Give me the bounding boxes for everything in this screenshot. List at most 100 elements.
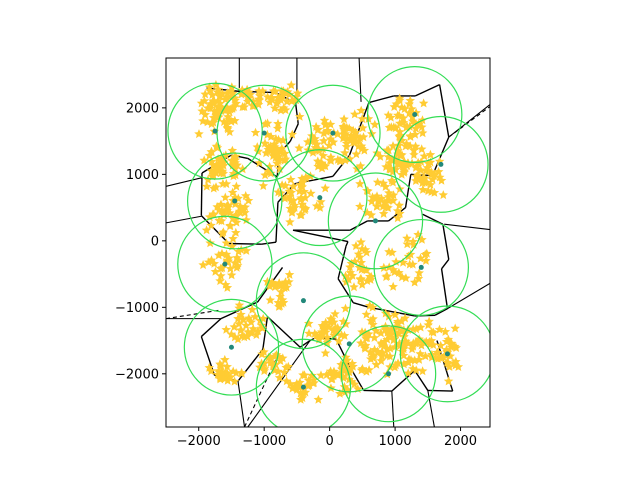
data-point bbox=[206, 166, 217, 176]
data-point bbox=[386, 324, 397, 334]
data-point bbox=[288, 195, 299, 205]
data-point bbox=[259, 363, 270, 373]
voronoi-edge bbox=[200, 336, 216, 376]
data-point bbox=[297, 393, 308, 403]
data-point bbox=[345, 267, 356, 277]
data-point bbox=[220, 192, 231, 202]
data-point bbox=[445, 351, 455, 361]
data-point bbox=[295, 111, 305, 121]
y-tick-label: −2000 bbox=[115, 367, 159, 382]
data-point bbox=[287, 206, 297, 216]
data-point bbox=[229, 376, 240, 386]
data-point bbox=[241, 88, 252, 98]
data-point bbox=[222, 88, 233, 98]
data-point bbox=[341, 277, 351, 287]
data-point bbox=[280, 148, 290, 158]
voronoi-infinite-ray bbox=[166, 309, 222, 320]
data-point bbox=[384, 163, 395, 173]
data-point bbox=[300, 387, 311, 397]
voronoi-edge bbox=[404, 174, 412, 208]
data-point bbox=[354, 262, 365, 272]
data-point bbox=[435, 340, 446, 350]
data-point bbox=[319, 115, 330, 125]
voronoi-edge bbox=[442, 224, 450, 260]
data-point bbox=[274, 372, 285, 382]
data-point bbox=[351, 149, 362, 159]
data-point bbox=[272, 123, 283, 133]
data-point bbox=[238, 314, 248, 324]
data-point bbox=[327, 374, 338, 384]
data-point bbox=[361, 366, 372, 376]
data-point bbox=[291, 91, 301, 101]
x-tick-label: 2000 bbox=[444, 434, 477, 449]
data-point bbox=[225, 221, 235, 231]
coverage-circle bbox=[373, 218, 469, 316]
data-point bbox=[405, 95, 415, 105]
data-point bbox=[381, 162, 391, 172]
data-point bbox=[380, 181, 391, 191]
data-point bbox=[382, 327, 393, 337]
data-point bbox=[409, 145, 419, 155]
data-point bbox=[232, 260, 243, 270]
data-point bbox=[266, 168, 276, 178]
data-point bbox=[413, 273, 424, 283]
data-point bbox=[426, 326, 437, 336]
data-point bbox=[413, 170, 423, 180]
data-point bbox=[366, 315, 376, 325]
data-point bbox=[222, 368, 232, 378]
site-marker bbox=[438, 161, 444, 167]
data-point bbox=[429, 187, 440, 197]
coverage-circle bbox=[393, 115, 489, 213]
data-point bbox=[360, 342, 370, 352]
data-point bbox=[397, 272, 407, 282]
data-point bbox=[334, 336, 344, 346]
data-point bbox=[229, 322, 239, 332]
data-point bbox=[421, 255, 431, 265]
data-point bbox=[228, 213, 238, 223]
data-point bbox=[320, 348, 331, 358]
data-point bbox=[357, 113, 367, 123]
data-point bbox=[331, 327, 341, 337]
data-point bbox=[394, 200, 404, 210]
data-point bbox=[217, 263, 228, 273]
data-point bbox=[303, 375, 314, 385]
x-tick-label: −1000 bbox=[242, 434, 286, 449]
data-point bbox=[279, 367, 289, 377]
data-point bbox=[438, 190, 448, 200]
data-point bbox=[383, 192, 394, 201]
data-point bbox=[298, 370, 308, 380]
data-point bbox=[347, 134, 357, 144]
data-point bbox=[345, 262, 355, 272]
data-point bbox=[217, 88, 228, 98]
data-point bbox=[338, 133, 348, 143]
plot-area bbox=[166, 58, 490, 427]
point-cloud bbox=[194, 80, 464, 404]
data-point bbox=[339, 330, 350, 340]
data-point bbox=[358, 123, 368, 133]
data-point bbox=[211, 80, 221, 89]
data-point bbox=[429, 169, 440, 179]
data-point bbox=[278, 135, 288, 145]
data-point bbox=[250, 311, 260, 321]
data-point bbox=[205, 238, 215, 248]
data-point bbox=[425, 149, 436, 159]
voronoi-edge bbox=[441, 259, 450, 270]
data-point bbox=[430, 353, 441, 363]
data-point bbox=[260, 119, 271, 129]
data-point bbox=[451, 356, 461, 366]
data-point bbox=[398, 350, 409, 360]
coverage-circle bbox=[366, 66, 463, 163]
voronoi-edge bbox=[289, 123, 299, 142]
data-point bbox=[322, 332, 333, 342]
data-point bbox=[447, 339, 457, 348]
voronoi-edge bbox=[262, 316, 269, 350]
data-point bbox=[363, 329, 374, 339]
site-marker bbox=[412, 112, 418, 118]
data-point bbox=[316, 197, 326, 206]
data-point bbox=[385, 362, 395, 372]
data-point bbox=[254, 86, 264, 96]
data-point bbox=[388, 281, 398, 291]
coverage-circle bbox=[167, 82, 263, 180]
data-point bbox=[257, 349, 267, 359]
data-point bbox=[378, 201, 388, 211]
